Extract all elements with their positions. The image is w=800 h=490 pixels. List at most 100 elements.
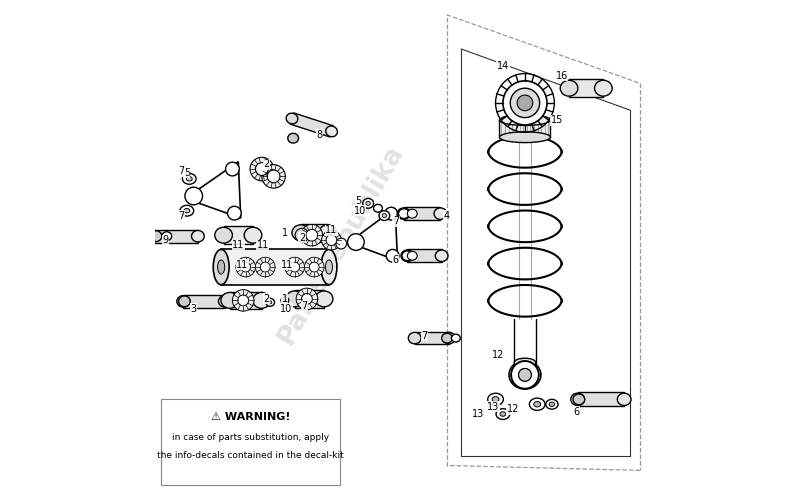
- Polygon shape: [578, 392, 624, 406]
- Text: 12: 12: [506, 404, 519, 414]
- Circle shape: [236, 257, 255, 277]
- Ellipse shape: [326, 126, 338, 137]
- Ellipse shape: [180, 205, 194, 216]
- Circle shape: [233, 290, 254, 311]
- Text: 13: 13: [487, 402, 499, 412]
- Ellipse shape: [295, 228, 309, 242]
- Text: 3: 3: [190, 304, 196, 314]
- Text: 7: 7: [302, 301, 307, 311]
- Ellipse shape: [214, 249, 229, 285]
- Circle shape: [347, 234, 364, 250]
- Text: 11: 11: [257, 240, 269, 250]
- Ellipse shape: [145, 230, 158, 242]
- Polygon shape: [301, 224, 328, 242]
- Ellipse shape: [283, 299, 286, 301]
- Ellipse shape: [326, 260, 333, 274]
- Ellipse shape: [315, 291, 333, 307]
- Circle shape: [518, 368, 531, 381]
- Ellipse shape: [573, 394, 585, 405]
- Ellipse shape: [184, 209, 190, 213]
- Text: 11: 11: [236, 260, 248, 270]
- Ellipse shape: [244, 227, 262, 243]
- Ellipse shape: [492, 397, 499, 402]
- Circle shape: [250, 157, 274, 181]
- Circle shape: [301, 224, 322, 246]
- Ellipse shape: [500, 412, 506, 416]
- Ellipse shape: [560, 80, 578, 96]
- Circle shape: [260, 262, 270, 272]
- Text: 14: 14: [497, 61, 509, 71]
- Ellipse shape: [546, 399, 558, 409]
- Circle shape: [310, 262, 319, 272]
- Text: 2: 2: [263, 159, 270, 169]
- Ellipse shape: [442, 332, 455, 344]
- Text: 7: 7: [178, 167, 185, 176]
- Ellipse shape: [182, 173, 196, 184]
- Text: 10: 10: [354, 206, 366, 216]
- Ellipse shape: [408, 332, 421, 344]
- Text: 13: 13: [472, 409, 485, 419]
- Polygon shape: [569, 79, 603, 97]
- Polygon shape: [183, 295, 225, 308]
- Circle shape: [386, 249, 399, 262]
- Circle shape: [255, 257, 275, 277]
- Ellipse shape: [516, 109, 534, 116]
- Polygon shape: [407, 249, 442, 262]
- Ellipse shape: [288, 133, 298, 143]
- Ellipse shape: [402, 251, 413, 261]
- Circle shape: [511, 361, 538, 389]
- Text: 16: 16: [555, 71, 568, 81]
- Ellipse shape: [321, 249, 337, 285]
- Text: ⚠ WARNING!: ⚠ WARNING!: [210, 412, 290, 421]
- Ellipse shape: [509, 361, 541, 389]
- Circle shape: [322, 230, 341, 250]
- Circle shape: [267, 170, 280, 183]
- Ellipse shape: [594, 80, 612, 96]
- Ellipse shape: [218, 260, 225, 274]
- Ellipse shape: [499, 132, 550, 143]
- Ellipse shape: [214, 227, 233, 243]
- Ellipse shape: [191, 230, 204, 242]
- Circle shape: [238, 295, 249, 306]
- Text: 6: 6: [574, 407, 579, 416]
- Circle shape: [185, 187, 202, 205]
- Polygon shape: [230, 292, 262, 309]
- Circle shape: [510, 88, 540, 118]
- Circle shape: [306, 229, 318, 241]
- Polygon shape: [151, 230, 198, 243]
- Ellipse shape: [286, 113, 298, 124]
- Ellipse shape: [451, 334, 460, 342]
- Ellipse shape: [382, 214, 386, 218]
- Ellipse shape: [186, 177, 192, 181]
- Circle shape: [517, 95, 533, 111]
- Ellipse shape: [319, 225, 337, 241]
- Ellipse shape: [177, 295, 190, 307]
- Circle shape: [518, 368, 531, 381]
- Ellipse shape: [534, 402, 541, 407]
- Text: 11: 11: [281, 260, 294, 270]
- Ellipse shape: [266, 298, 274, 306]
- Polygon shape: [404, 207, 441, 220]
- Text: 7: 7: [178, 211, 185, 220]
- Text: 15: 15: [550, 115, 563, 125]
- Circle shape: [296, 288, 318, 310]
- Polygon shape: [414, 332, 449, 344]
- Text: 2: 2: [299, 233, 305, 243]
- Ellipse shape: [407, 251, 417, 260]
- Ellipse shape: [435, 250, 448, 262]
- Text: 1: 1: [282, 294, 288, 304]
- Text: in case of parts substitution, apply: in case of parts substitution, apply: [172, 433, 329, 441]
- Ellipse shape: [178, 296, 190, 307]
- Ellipse shape: [407, 209, 417, 218]
- Polygon shape: [294, 290, 324, 308]
- Ellipse shape: [401, 250, 414, 262]
- Ellipse shape: [362, 198, 374, 208]
- Circle shape: [227, 206, 242, 220]
- Ellipse shape: [292, 225, 310, 241]
- Circle shape: [241, 262, 250, 272]
- Text: 5: 5: [355, 196, 362, 206]
- Polygon shape: [186, 162, 241, 218]
- Ellipse shape: [269, 301, 272, 304]
- Text: 2: 2: [263, 294, 270, 304]
- Ellipse shape: [281, 297, 289, 304]
